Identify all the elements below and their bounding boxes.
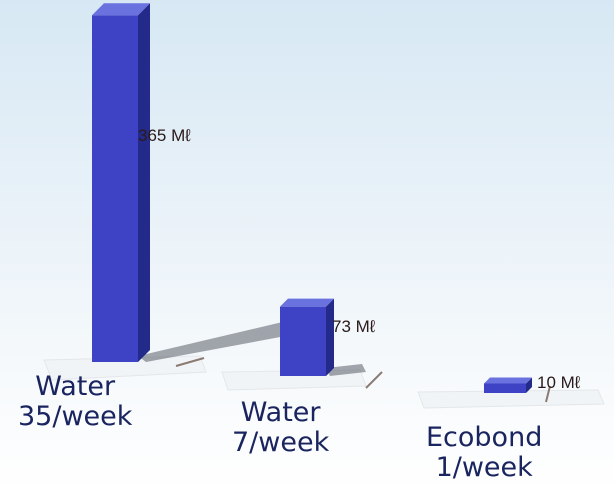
value-label-1: 365 Mℓ: [138, 126, 191, 145]
floor-tick-2: [365, 371, 383, 389]
category-label-3-line-1: Ecobond: [426, 422, 543, 453]
bar-3-front: [484, 383, 526, 393]
bar-1: [92, 3, 150, 362]
floor-tick-3: [545, 385, 551, 403]
category-label-3-line-2: 1/week: [435, 452, 533, 483]
bar-shadow-2: [326, 364, 366, 376]
bar-3-top: [484, 377, 532, 384]
category-label-1: Water 35/week: [18, 372, 132, 432]
bar-2-front: [280, 306, 326, 376]
bar-3-side: [526, 377, 532, 393]
bar-shadow-1: [138, 316, 318, 362]
value-label-3: 10 Mℓ: [537, 373, 581, 392]
category-label-2-line-2: 7/week: [232, 427, 330, 458]
bar-2-side: [326, 298, 334, 376]
bar-1-side: [138, 3, 150, 362]
bar-1-top: [92, 3, 150, 16]
bar-2-top: [280, 298, 334, 307]
bar-2: [280, 298, 334, 376]
category-label-1-line-1: Water: [35, 371, 116, 402]
category-label-3: Ecobond 1/week: [426, 423, 542, 483]
category-label-1-line-2: 35/week: [18, 401, 133, 432]
bar-3: [484, 377, 532, 393]
category-label-2: Water 7/week: [232, 398, 329, 458]
value-label-2: 73 Mℓ: [332, 317, 376, 336]
floor-tick-1: [175, 357, 205, 367]
floor-plane-3: [417, 389, 605, 409]
bar-1-front: [92, 15, 138, 362]
category-label-2-line-1: Water: [240, 397, 321, 428]
